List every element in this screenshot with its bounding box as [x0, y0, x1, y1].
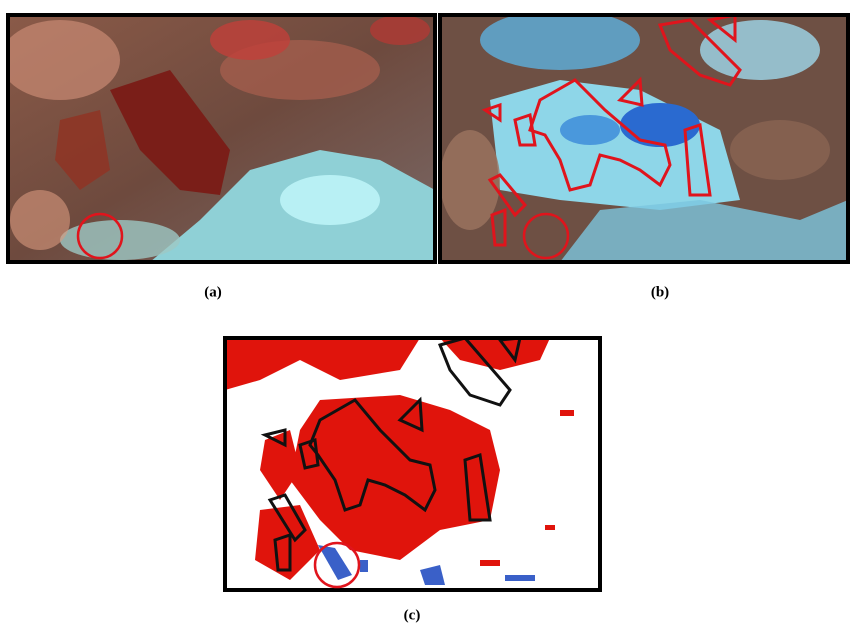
image-region: [620, 460, 640, 490]
image-region: [620, 103, 700, 147]
image-region: [480, 560, 500, 566]
figure: (a) (b) (c): [0, 0, 857, 628]
image-region: [0, 20, 120, 100]
image-region: [210, 20, 290, 60]
image-region: [730, 120, 830, 180]
image-region: [360, 560, 368, 572]
panel-b-image: [440, 10, 848, 262]
page: (a) (b) (c) (() => { const data = JSON.p…: [0, 0, 857, 628]
panel-label: (c): [404, 607, 421, 623]
image-region: [560, 115, 620, 145]
image-region: [545, 525, 555, 530]
image-region: [560, 410, 574, 416]
panel-label: (a): [204, 284, 222, 300]
image-region: [505, 575, 535, 581]
image-region: [640, 450, 660, 470]
panel-a-image: [0, 15, 435, 262]
panel-label: (b): [651, 284, 669, 300]
image-region: [10, 190, 70, 250]
image-region: [280, 175, 380, 225]
image-region: [480, 10, 640, 70]
image-region: [370, 15, 430, 45]
